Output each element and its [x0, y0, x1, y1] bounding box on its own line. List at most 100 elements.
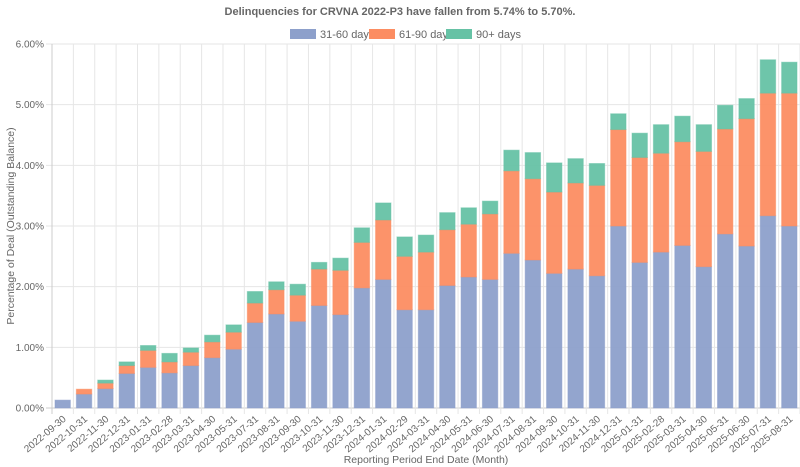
- bar-61-90-days-2023-09-30[interactable]: [289, 294, 306, 322]
- bar-31-60-days-2025-05-31[interactable]: [717, 233, 734, 409]
- bar-61-90-days-2023-07-31[interactable]: [246, 302, 264, 323]
- bar-31-60-days-2023-07-31[interactable]: [246, 321, 264, 409]
- bar-90-days-2023-01-31[interactable]: [139, 345, 157, 351]
- bar-61-90-days-2024-12-31[interactable]: [610, 129, 627, 227]
- bar-31-60-days-2024-08-31[interactable]: [524, 259, 542, 409]
- bar-31-60-days-2022-10-31[interactable]: [75, 393, 93, 409]
- bar-90-days-2025-02-28[interactable]: [652, 124, 670, 154]
- bar-61-90-days-2024-04-30[interactable]: [439, 229, 456, 286]
- bar-61-90-days-2024-10-31[interactable]: [567, 182, 584, 270]
- bar-31-60-days-2023-02-28[interactable]: [161, 372, 178, 409]
- bar-61-90-days-2023-11-30[interactable]: [332, 269, 349, 316]
- bar-61-90-days-2023-08-31[interactable]: [268, 289, 285, 315]
- bar-61-90-days-2024-11-30[interactable]: [588, 184, 606, 277]
- bar-31-60-days-2025-04-30[interactable]: [695, 266, 713, 409]
- bar-31-60-days-2024-02-29[interactable]: [396, 309, 413, 409]
- bar-31-60-days-2023-12-31[interactable]: [353, 287, 371, 409]
- bar-90-days-2024-05-31[interactable]: [460, 207, 477, 225]
- bar-31-60-days-2025-02-28[interactable]: [652, 251, 670, 409]
- bar-90-days-2024-10-31[interactable]: [567, 158, 584, 184]
- legend-label-2[interactable]: 90+ days: [476, 29, 521, 41]
- bar-61-90-days-2022-11-30[interactable]: [97, 382, 114, 390]
- bar-31-60-days-2023-10-31[interactable]: [310, 304, 328, 409]
- bar-31-60-days-2024-07-31[interactable]: [503, 252, 520, 409]
- bar-31-60-days-2024-11-30[interactable]: [588, 275, 606, 409]
- bar-90-days-2024-03-31[interactable]: [417, 234, 435, 253]
- bar-31-60-days-2025-03-31[interactable]: [674, 244, 691, 409]
- bar-90-days-2023-05-31[interactable]: [225, 324, 242, 333]
- bar-61-90-days-2025-03-31[interactable]: [674, 141, 691, 246]
- bar-31-60-days-2023-04-30[interactable]: [204, 357, 221, 409]
- bar-31-60-days-2022-12-31[interactable]: [118, 372, 135, 409]
- bar-61-90-days-2025-01-31[interactable]: [631, 156, 648, 263]
- bar-61-90-days-2024-05-31[interactable]: [460, 223, 477, 278]
- bar-31-60-days-2025-06-30[interactable]: [738, 245, 755, 409]
- bar-61-90-days-2025-06-30[interactable]: [738, 118, 755, 247]
- bar-90-days-2025-05-31[interactable]: [717, 104, 734, 130]
- bar-90-days-2024-07-31[interactable]: [503, 149, 520, 172]
- bar-61-90-days-2023-05-31[interactable]: [225, 331, 242, 350]
- bar-31-60-days-2023-03-31[interactable]: [182, 365, 200, 409]
- bar-90-days-2023-04-30[interactable]: [204, 334, 221, 343]
- bar-90-days-2023-03-31[interactable]: [182, 347, 200, 353]
- bar-61-90-days-2025-08-31[interactable]: [781, 92, 798, 227]
- bar-31-60-days-2023-09-30[interactable]: [289, 320, 306, 409]
- bar-31-60-days-2025-08-31[interactable]: [781, 225, 798, 409]
- bar-61-90-days-2023-03-31[interactable]: [182, 351, 200, 367]
- bar-90-days-2024-01-31[interactable]: [375, 202, 392, 221]
- legend-swatch-1[interactable]: [369, 29, 395, 39]
- bar-61-90-days-2024-02-29[interactable]: [396, 255, 413, 311]
- bar-31-60-days-2024-04-30[interactable]: [439, 284, 456, 409]
- bar-90-days-2023-09-30[interactable]: [289, 283, 306, 296]
- bar-61-90-days-2022-12-31[interactable]: [118, 365, 135, 374]
- bar-90-days-2025-07-31[interactable]: [759, 59, 777, 94]
- bar-90-days-2022-12-31[interactable]: [118, 361, 135, 367]
- bar-90-days-2024-04-30[interactable]: [439, 212, 456, 231]
- bar-31-60-days-2024-12-31[interactable]: [610, 225, 627, 409]
- bar-31-60-days-2025-01-31[interactable]: [631, 261, 648, 409]
- bar-31-60-days-2024-03-31[interactable]: [417, 309, 435, 409]
- bar-90-days-2025-04-30[interactable]: [695, 124, 713, 152]
- legend-swatch-0[interactable]: [290, 29, 316, 39]
- bar-90-days-2023-10-31[interactable]: [310, 261, 328, 270]
- bar-61-90-days-2023-02-28[interactable]: [161, 361, 178, 374]
- bar-61-90-days-2024-03-31[interactable]: [417, 251, 435, 311]
- bar-61-90-days-2025-05-31[interactable]: [717, 128, 734, 235]
- bar-90-days-2022-11-30[interactable]: [97, 379, 114, 384]
- bar-61-90-days-2024-06-30[interactable]: [481, 213, 499, 280]
- bar-31-60-days-2023-05-31[interactable]: [225, 348, 242, 409]
- bar-90-days-2024-11-30[interactable]: [588, 163, 606, 186]
- bar-90-days-2025-06-30[interactable]: [738, 98, 755, 120]
- bar-61-90-days-2023-10-31[interactable]: [310, 268, 328, 306]
- bar-90-days-2025-01-31[interactable]: [631, 132, 648, 158]
- bar-61-90-days-2022-10-31[interactable]: [75, 388, 93, 395]
- bar-61-90-days-2023-01-31[interactable]: [139, 349, 157, 368]
- bar-31-60-days-2024-05-31[interactable]: [460, 276, 477, 409]
- bar-90-days-2024-06-30[interactable]: [481, 200, 499, 215]
- bar-31-60-days-2023-08-31[interactable]: [268, 313, 285, 409]
- bar-31-60-days-2024-10-31[interactable]: [567, 268, 584, 409]
- bar-31-60-days-2024-06-30[interactable]: [481, 278, 499, 409]
- bar-90-days-2024-12-31[interactable]: [610, 113, 627, 131]
- bar-61-90-days-2024-01-31[interactable]: [375, 219, 392, 280]
- bar-61-90-days-2023-12-31[interactable]: [353, 241, 371, 289]
- bar-31-60-days-2025-07-31[interactable]: [759, 215, 777, 409]
- bar-90-days-2025-08-31[interactable]: [781, 61, 798, 94]
- bar-31-60-days-2023-11-30[interactable]: [332, 314, 349, 409]
- bar-61-90-days-2025-04-30[interactable]: [695, 150, 713, 268]
- bar-90-days-2023-07-31[interactable]: [246, 291, 264, 304]
- bar-61-90-days-2025-07-31[interactable]: [759, 92, 777, 217]
- bar-61-90-days-2024-09-30[interactable]: [546, 191, 563, 274]
- bar-90-days-2023-08-31[interactable]: [268, 281, 285, 291]
- bar-31-60-days-2022-11-30[interactable]: [97, 388, 114, 409]
- bar-31-60-days-2023-01-31[interactable]: [139, 366, 157, 409]
- bar-90-days-2024-08-31[interactable]: [524, 152, 542, 180]
- bar-90-days-2024-09-30[interactable]: [546, 162, 563, 193]
- bar-90-days-2023-12-31[interactable]: [353, 227, 371, 243]
- bar-61-90-days-2023-04-30[interactable]: [204, 341, 221, 359]
- bar-61-90-days-2025-02-28[interactable]: [652, 152, 670, 253]
- bar-31-60-days-2022-09-30[interactable]: [54, 399, 71, 409]
- bar-90-days-2023-11-30[interactable]: [332, 257, 349, 271]
- bar-90-days-2024-02-29[interactable]: [396, 236, 413, 257]
- bar-90-days-2025-03-31[interactable]: [674, 115, 691, 143]
